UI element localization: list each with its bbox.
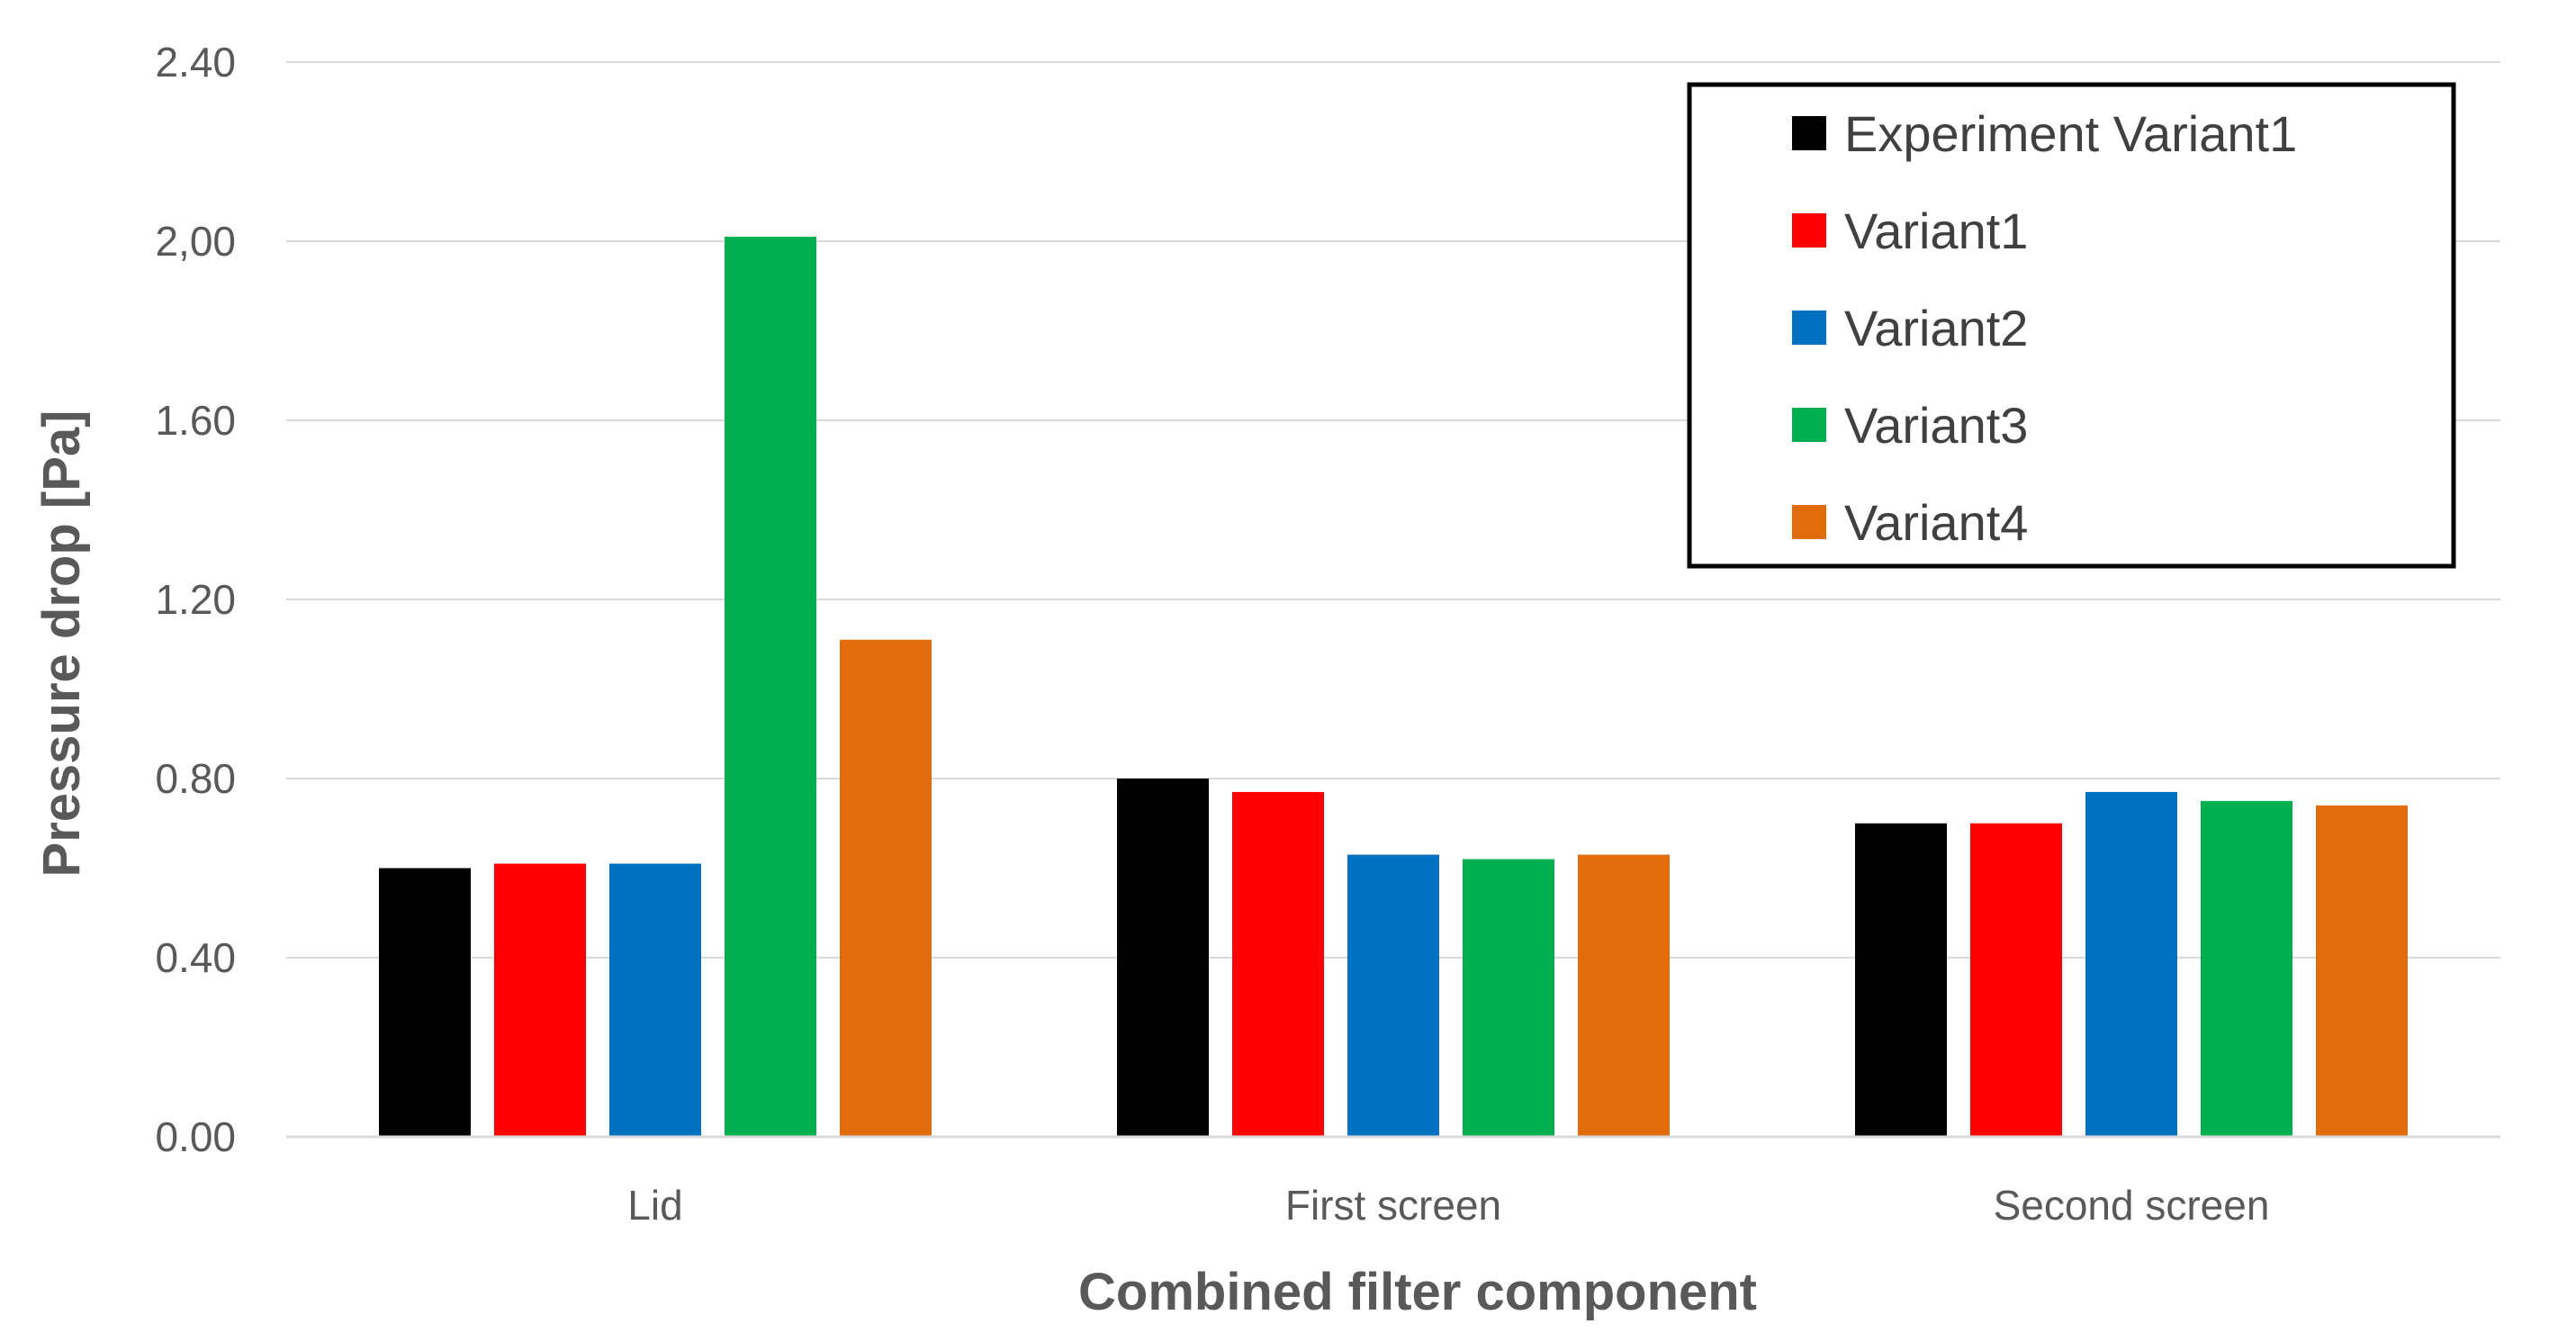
legend-label: Variant3 [1844, 397, 2028, 454]
bar-experiment-variant1-lid [379, 868, 471, 1137]
y-axis-ticks: 0.00 0.40 0.80 1.20 1.60 2,00 2.40 [155, 39, 236, 1160]
y-tick-label: 1.20 [155, 576, 236, 623]
bar-variant2-second-screen [2085, 791, 2177, 1137]
legend-items: Experiment Variant1 Variant1 Variant2 Varia… [1792, 105, 2297, 551]
y-tick-label: 0.80 [155, 755, 236, 802]
legend-label: Variant2 [1844, 300, 2028, 356]
bar-variant1-first-screen [1232, 791, 1324, 1137]
bar-variant2-first-screen [1347, 854, 1439, 1137]
bar-variant3-first-screen [1463, 859, 1554, 1137]
bars [379, 237, 2408, 1137]
x-tick-label: Second screen [1994, 1182, 2270, 1229]
legend-swatch [1792, 311, 1826, 345]
bar-variant1-second-screen [1970, 823, 2062, 1137]
bar-variant3-lid [725, 237, 816, 1137]
legend-swatch [1792, 408, 1826, 442]
bar-variant4-second-screen [2316, 805, 2408, 1137]
x-tick-label: First screen [1285, 1182, 1501, 1229]
x-axis-ticks: Lid First screen Second screen [627, 1182, 2269, 1229]
legend-swatch [1792, 116, 1826, 150]
bar-variant2-lid [609, 863, 701, 1137]
y-tick-label: 0.40 [155, 934, 236, 981]
y-tick-label: 2.40 [155, 39, 236, 86]
legend-label: Variant1 [1844, 203, 2028, 259]
bar-experiment-variant1-second-screen [1855, 823, 1947, 1137]
legend: Experiment Variant1 Variant1 Variant2 Varia… [1687, 82, 2456, 569]
y-axis-title: Pressure drop [Pa] [32, 410, 91, 878]
bar-variant4-first-screen [1578, 854, 1670, 1137]
bar-experiment-variant1-first-screen [1117, 779, 1209, 1137]
legend-label: Variant4 [1844, 494, 2028, 551]
legend-label: Experiment Variant1 [1844, 105, 2297, 162]
bar-variant4-lid [840, 639, 932, 1137]
bar-variant1-lid [494, 863, 586, 1137]
y-tick-label: 0.00 [155, 1113, 236, 1160]
bar-variant3-second-screen [2201, 800, 2292, 1137]
legend-swatch [1792, 213, 1826, 248]
y-tick-label: 1.60 [155, 397, 236, 444]
x-axis-title: Combined filter component [1078, 1263, 1757, 1321]
legend-swatch [1792, 505, 1826, 539]
x-tick-label: Lid [627, 1182, 682, 1229]
y-tick-label: 2,00 [155, 218, 236, 265]
